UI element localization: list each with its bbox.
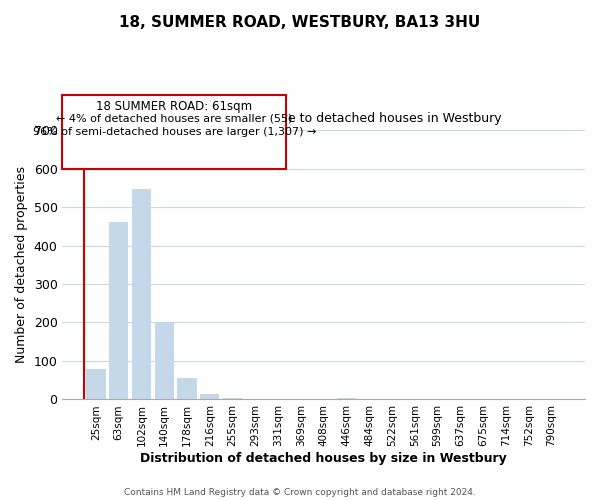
Bar [109, 222, 128, 400]
Bar [132, 188, 151, 400]
Text: 96% of semi-detached houses are larger (1,307) →: 96% of semi-detached houses are larger (… [33, 128, 316, 138]
Text: 18 SUMMER ROAD: 61sqm: 18 SUMMER ROAD: 61sqm [97, 100, 253, 114]
FancyBboxPatch shape [62, 95, 286, 168]
Bar [200, 394, 220, 400]
Text: Contains HM Land Registry data © Crown copyright and database right 2024.: Contains HM Land Registry data © Crown c… [124, 488, 476, 497]
Bar [178, 378, 197, 400]
Text: ← 4% of detached houses are smaller (55): ← 4% of detached houses are smaller (55) [56, 114, 293, 124]
Title: Size of property relative to detached houses in Westbury: Size of property relative to detached ho… [145, 112, 502, 124]
Bar [155, 322, 174, 400]
Text: 18, SUMMER ROAD, WESTBURY, BA13 3HU: 18, SUMMER ROAD, WESTBURY, BA13 3HU [119, 15, 481, 30]
Bar [86, 368, 106, 400]
Bar [223, 398, 242, 400]
Y-axis label: Number of detached properties: Number of detached properties [15, 166, 28, 364]
X-axis label: Distribution of detached houses by size in Westbury: Distribution of detached houses by size … [140, 452, 507, 465]
Bar [337, 398, 356, 400]
